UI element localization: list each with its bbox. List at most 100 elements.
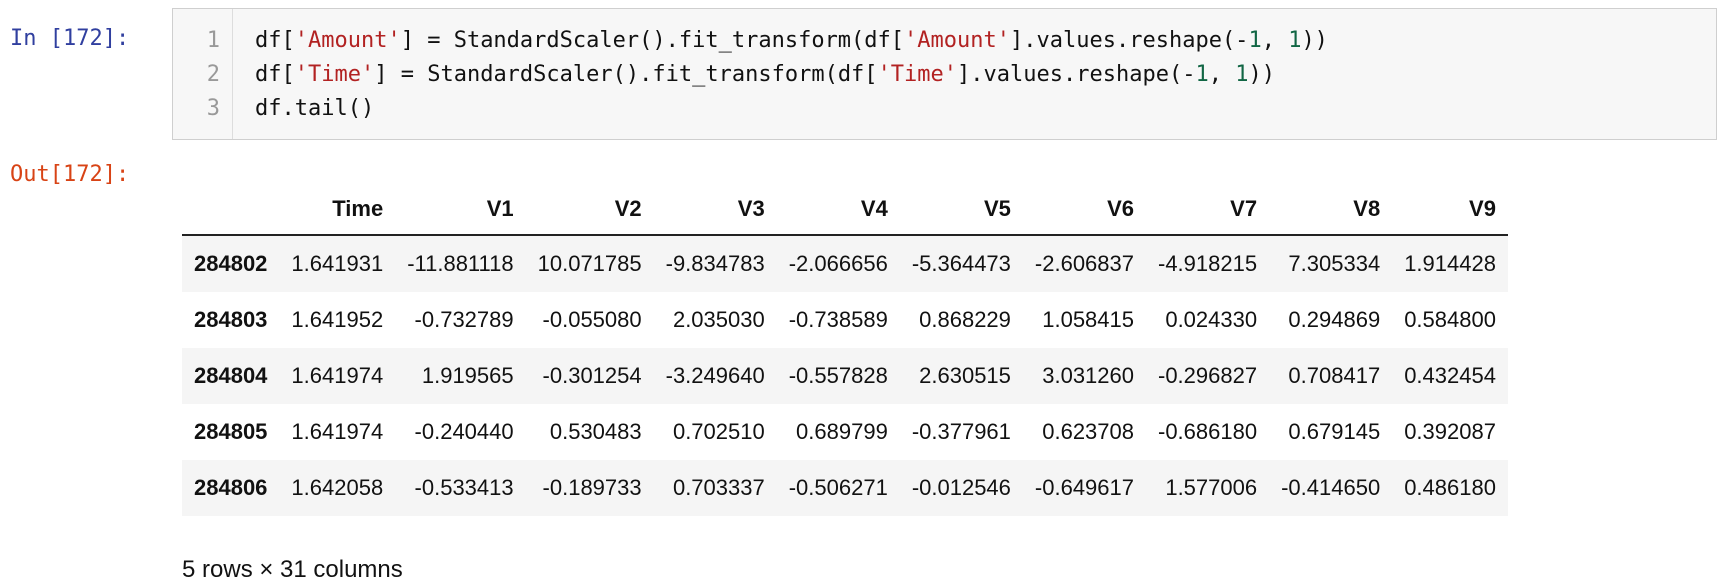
code-line-2[interactable]: df['Time'] = StandardScaler().fit_transf… [255, 57, 1275, 93]
table-cell: 2.630515 [919, 363, 1011, 388]
table-body: 284802 1.641931 -11.881118 10.071785 -9.8347… [182, 235, 1508, 516]
table-cell: -3.249640 [665, 363, 765, 388]
line-number-gutter: 1 2 3 [173, 9, 233, 139]
table-cell: -5.364473 [911, 251, 1011, 276]
table-cell: 0.703337 [672, 475, 765, 500]
number-token: 1 [1288, 28, 1302, 53]
table-cell: -0.732789 [414, 307, 514, 332]
table-cell: -0.377961 [911, 419, 1011, 444]
number-token: 1 [1235, 62, 1249, 87]
table-cell: -2.066656 [788, 251, 888, 276]
table-cell: 1.919565 [421, 363, 514, 388]
code-line-3[interactable]: df.tail() [255, 91, 374, 127]
code-token: ].values.reshape(- [957, 62, 1196, 87]
table-row: 284805 1.641974 -0.240440 0.530483 0.702510 0… [182, 404, 1508, 460]
table-cell: 0.702510 [672, 419, 765, 444]
table-cell: 0.689799 [796, 419, 888, 444]
table-cell: 0.392087 [1404, 419, 1496, 444]
table-row: 284802 1.641931 -11.881118 10.071785 -9.8347… [182, 235, 1508, 292]
column-header: V1 [395, 184, 526, 236]
column-header: V3 [653, 184, 777, 236]
table-cell: 1.642058 [291, 475, 384, 500]
code-token: )) [1248, 62, 1275, 87]
code-token: df[ [255, 62, 295, 87]
string-token: 'Amount' [294, 28, 401, 53]
column-header: Time [279, 184, 396, 236]
column-header: V7 [1146, 184, 1270, 236]
code-editor[interactable]: 1 2 3 df['Amount'] = StandardScaler().fi… [172, 8, 1717, 140]
column-header: V8 [1269, 184, 1393, 236]
table-cell: 1.641974 [291, 419, 384, 444]
row-index: 284804 [194, 363, 268, 388]
table-cell: -0.055080 [542, 307, 642, 332]
table-cell: 0.868229 [919, 307, 1011, 332]
code-token: )) [1301, 28, 1328, 53]
table-cell: -4.918215 [1158, 251, 1258, 276]
table-cell: 1.641931 [291, 251, 384, 276]
table-cell: 1.058415 [1042, 307, 1134, 332]
dataframe-shape: 5 rows × 31 columns [182, 556, 403, 583]
table-cell: 0.708417 [1288, 363, 1381, 388]
table-cell: 2.035030 [672, 307, 765, 332]
line-number: 2 [206, 62, 220, 87]
table-cell: -0.686180 [1158, 419, 1258, 444]
table-row: 284806 1.642058 -0.533413 -0.189733 0.703337… [182, 460, 1508, 516]
table-cell: -0.414650 [1281, 475, 1381, 500]
number-token: 1 [1195, 62, 1209, 87]
code-token: , [1208, 62, 1236, 87]
table-cell: 1.914428 [1404, 251, 1496, 276]
table-row: 284804 1.641974 1.919565 -0.301254 -3.249640… [182, 348, 1508, 404]
table-cell: 0.679145 [1288, 419, 1381, 444]
table-cell: -0.240440 [414, 419, 514, 444]
code-line-1[interactable]: df['Amount'] = StandardScaler().fit_tran… [255, 23, 1328, 59]
table-cell: -0.189733 [542, 475, 642, 500]
line-number: 1 [206, 28, 220, 53]
table-cell: -9.834783 [665, 251, 765, 276]
table-cell: 0.294869 [1288, 307, 1381, 332]
table-cell: 0.530483 [549, 419, 642, 444]
code-token: df.tail() [255, 96, 375, 121]
string-token: 'Amount' [904, 28, 1011, 53]
string-token: 'Time' [294, 62, 375, 87]
input-prompt: In [172]: [10, 26, 130, 51]
table-cell: 0.432454 [1404, 363, 1496, 388]
column-header: V9 [1392, 184, 1508, 236]
table-cell: -0.301254 [542, 363, 642, 388]
column-header-index [182, 184, 280, 236]
line-number: 3 [206, 96, 220, 121]
table-cell: -2.606837 [1034, 251, 1134, 276]
table-cell: -0.557828 [788, 363, 888, 388]
table-cell: 0.024330 [1165, 307, 1258, 332]
row-index: 284806 [194, 475, 268, 500]
row-index: 284805 [194, 419, 268, 444]
table-cell: 10.071785 [537, 251, 642, 276]
table-cell: 1.641974 [291, 363, 384, 388]
table-cell: 0.584800 [1404, 307, 1496, 332]
dataframe-table: Time V1 V2 V3 V4 V5 V6 V7 V8 V9 284802 1.… [182, 184, 1508, 516]
number-token: 1 [1248, 28, 1262, 53]
column-header: V6 [1022, 184, 1146, 236]
table-cell: -0.649617 [1034, 475, 1134, 500]
table-cell: -0.296827 [1158, 363, 1258, 388]
table-row: 284803 1.641952 -0.732789 -0.055080 2.035030… [182, 292, 1508, 348]
output-prompt: Out[172]: [10, 162, 130, 187]
code-token: ] = StandardScaler().fit_transform(df[ [374, 62, 878, 87]
table-cell: 1.641952 [291, 307, 384, 332]
table-cell: -0.533413 [414, 475, 514, 500]
row-index: 284802 [194, 251, 268, 276]
column-header: V5 [899, 184, 1023, 236]
table-cell: -0.738589 [788, 307, 888, 332]
row-index: 284803 [194, 307, 268, 332]
table-cell: -0.012546 [911, 475, 1011, 500]
column-header: V2 [525, 184, 654, 236]
table-cell: 1.577006 [1165, 475, 1258, 500]
table-cell: 7.305334 [1288, 251, 1381, 276]
table-cell: 3.031260 [1042, 363, 1134, 388]
code-token: , [1261, 28, 1289, 53]
code-token: ] = StandardScaler().fit_transform(df[ [400, 28, 905, 53]
table-cell: 0.486180 [1404, 475, 1496, 500]
table-cell: -0.506271 [788, 475, 888, 500]
code-token: df[ [255, 28, 295, 53]
table-header-row: Time V1 V2 V3 V4 V5 V6 V7 V8 V9 [182, 184, 1508, 236]
code-token: ].values.reshape(- [1010, 28, 1249, 53]
